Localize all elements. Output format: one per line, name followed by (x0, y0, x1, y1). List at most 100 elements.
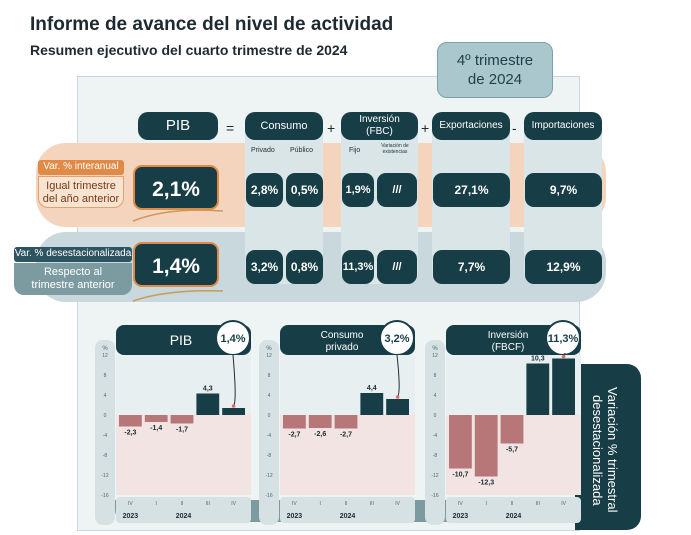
chart-year-label: 2023 (287, 513, 303, 520)
chart-bar (222, 408, 245, 415)
chart-y-tick: 0 (434, 413, 437, 419)
chart-y-tick: 12 (266, 353, 272, 359)
chart-title-line2: privado (326, 342, 359, 353)
chart-x-tick: IV (231, 501, 236, 507)
chart-y-tick: 4 (104, 393, 107, 399)
chart-axis-strip (259, 340, 279, 525)
chart-x-tick: III (536, 501, 540, 507)
chart-badge-value: 1,4% (220, 333, 245, 345)
chart-year-label: 2024 (340, 513, 356, 520)
interanual-fijo-value: 1,9% (342, 173, 374, 207)
inversion-header: Inversión (FBC) (341, 112, 418, 140)
desest-label: Var. % desestacionalizada (14, 247, 132, 262)
chart-badge-value: 11,3% (548, 333, 579, 345)
chart-negative-bg (116, 415, 251, 495)
chart-x-tick: II (511, 501, 514, 507)
chart-pointer-dot (561, 354, 566, 359)
desest-desc-line2: trimestre anterior (31, 279, 115, 291)
chart-bar (170, 415, 194, 424)
chart-axis-strip (95, 340, 115, 525)
interanual-pib-value: 2,1% (133, 165, 219, 210)
chart-title-line1: Consumo (321, 330, 364, 341)
chart-x-tick: IV (458, 501, 463, 507)
chart-x-tick: IV (128, 501, 133, 507)
interanual-exportaciones-value: 27,1% (433, 173, 510, 207)
chart-x-tick: IV (561, 501, 566, 507)
quarter-badge: 4º trimestre de 2024 (437, 42, 553, 98)
desest-importaciones-value: 12,9% (525, 250, 602, 284)
chart-x-tick: III (370, 501, 374, 507)
chart-pointer-dot (395, 395, 400, 399)
chart-bar-label: -12,3 (478, 480, 494, 487)
chart-y-tick: -12 (265, 473, 272, 479)
interanual-label: Var. % interanual (38, 160, 124, 175)
chart-y-tick: 4 (434, 393, 437, 399)
chart-bar-label: -1,4 (150, 425, 162, 432)
chart-axis-strip (425, 340, 445, 525)
chart-x-tick: II (181, 501, 184, 507)
chart-pct-symbol: % (266, 346, 272, 352)
page-title: Informe de avance del nivel de actividad (30, 14, 394, 35)
chart-bar (144, 415, 168, 422)
chart-y-tick: -12 (431, 473, 438, 479)
chart-bar (500, 415, 524, 444)
chart-badge-value: 3,2% (384, 333, 409, 345)
chart-x-tick: I (320, 501, 321, 507)
chart-y-tick: -12 (101, 473, 108, 479)
quarter-line2: de 2024 (467, 71, 523, 88)
side-band (575, 364, 641, 530)
chart-y-tick: -16 (431, 493, 438, 499)
chart-y-tick: -8 (267, 453, 272, 459)
plus-sign-2: + (421, 120, 430, 136)
chart-bar (474, 415, 498, 477)
chart-x-tick: II (345, 501, 348, 507)
desest-pib-value: 1,4% (133, 242, 219, 287)
desest-curve (132, 289, 224, 302)
chart-bar (449, 415, 472, 469)
chart-bar (196, 393, 220, 415)
minus-sign: - (512, 120, 517, 136)
chart-y-tick: -16 (101, 493, 108, 499)
chart-year-label: 2024 (176, 513, 192, 520)
chart-xaxis-bg (446, 497, 581, 523)
plus-sign-1: + (327, 120, 336, 136)
chart-xaxis-bg (116, 497, 251, 523)
chart-title-line1: Inversión (488, 330, 529, 341)
chart-bar (386, 399, 409, 415)
chart-year-label: 2023 (123, 513, 139, 520)
desest-var-value: /// (377, 250, 417, 284)
interanual-privado-value: 2,8% (246, 173, 283, 207)
chart-bar (334, 415, 358, 429)
chart-title-line2: (FBCF) (492, 342, 525, 353)
chart-bar (119, 415, 142, 427)
inversion-header-line2: (FBC) (366, 126, 393, 137)
interanual-importaciones-value: 9,7% (525, 173, 602, 207)
chart-year-label: 2023 (453, 513, 469, 520)
chart-pointer-dot (231, 404, 236, 408)
chart-bar-label: -5,7 (506, 447, 518, 454)
interanual-publico-value: 0,5% (286, 173, 323, 207)
chart-bar (308, 415, 332, 428)
chart-bar (283, 415, 306, 429)
chart-pct-symbol: % (432, 346, 438, 352)
chart-bar-label: 4,4 (367, 385, 377, 392)
chart-x-tick: IV (395, 501, 400, 507)
chart-bar (552, 358, 575, 415)
chart-title: PIB (170, 332, 193, 348)
chart-x-tick: I (486, 501, 487, 507)
importaciones-header: Importaciones (524, 112, 602, 140)
interanual-desc-line1: Igual trimestre (46, 180, 116, 192)
chart-x-tick: I (156, 501, 157, 507)
chart-y-tick: 12 (432, 353, 438, 359)
chart-year-label: 2024 (506, 513, 522, 520)
chart-x-tick: III (206, 501, 210, 507)
chart-positive-bg (116, 355, 251, 415)
consumo-publico-label: Público (290, 147, 313, 154)
page-subtitle: Resumen ejecutivo del cuarto trimestre d… (30, 42, 348, 58)
chart-bar (526, 363, 550, 415)
chart-y-tick: -16 (265, 493, 272, 499)
desest-desc: Respecto al trimestre anterior (14, 263, 132, 295)
chart-y-tick: -8 (103, 453, 108, 459)
chart-y-tick: 12 (102, 353, 108, 359)
